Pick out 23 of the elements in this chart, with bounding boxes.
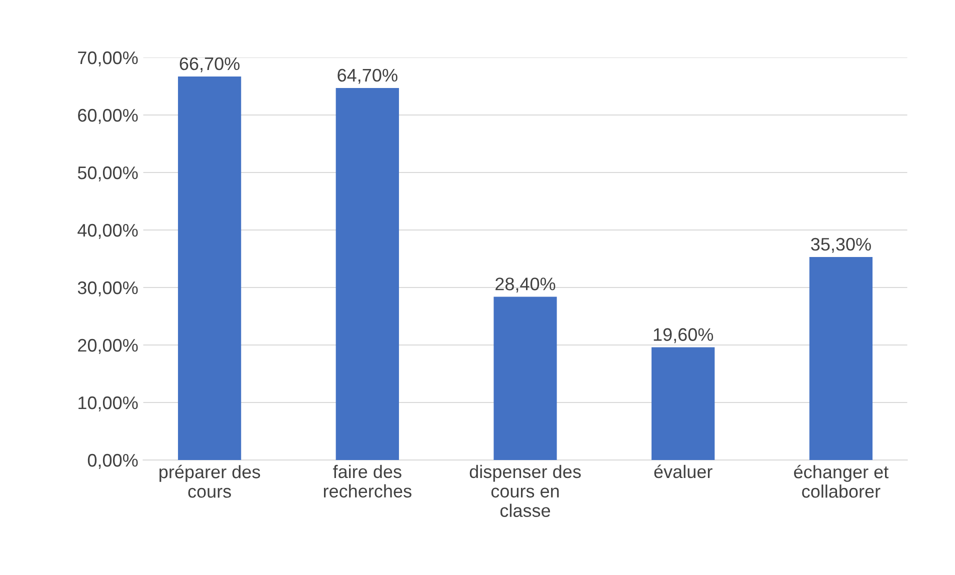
y-tick-label: 0,00% [88, 454, 138, 469]
x-tick-label: faire des recherches [324, 464, 412, 498]
x-tick-label: préparer des cours [160, 464, 260, 498]
bar [178, 76, 242, 460]
x-tick-label: échanger et collaborer [794, 464, 889, 498]
bar [494, 296, 557, 460]
bar [336, 88, 399, 460]
y-tick-label: 40,00% [78, 224, 138, 239]
data-label: 35,30% [811, 238, 871, 253]
y-tick-label: 30,00% [78, 281, 138, 296]
y-tick-label: 60,00% [78, 108, 138, 124]
bar [809, 257, 873, 460]
y-tick-label: 10,00% [78, 396, 138, 412]
y-tick-label: 70,00% [78, 51, 138, 66]
data-label: 19,60% [654, 328, 714, 344]
y-tick-label: 20,00% [78, 338, 138, 354]
data-label: 64,70% [338, 68, 398, 84]
x-tick-label: évaluer [654, 464, 712, 478]
y-tick-label: 50,00% [78, 166, 138, 182]
data-label: 28,40% [496, 278, 556, 292]
x-tick-label: dispenser des cours en classe [470, 464, 581, 518]
bar [652, 347, 715, 460]
data-label: 66,70% [180, 57, 240, 72]
